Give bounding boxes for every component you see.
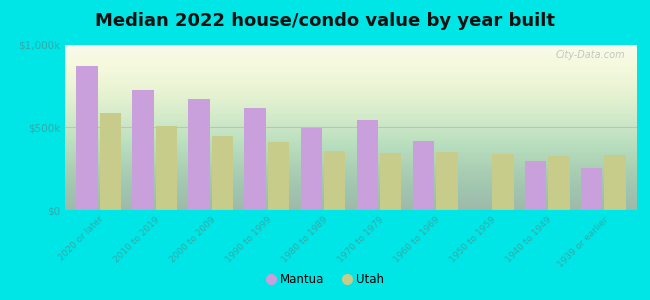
Bar bbox=[357, 120, 378, 210]
Bar bbox=[604, 155, 626, 210]
Bar bbox=[188, 99, 210, 210]
Bar bbox=[268, 142, 289, 210]
Bar bbox=[492, 154, 514, 210]
Bar bbox=[324, 151, 345, 210]
Bar bbox=[99, 113, 121, 210]
Text: City-Data.com: City-Data.com bbox=[556, 50, 625, 60]
Bar bbox=[300, 128, 322, 210]
Bar bbox=[156, 126, 177, 210]
Bar bbox=[212, 136, 233, 210]
Text: Median 2022 house/condo value by year built: Median 2022 house/condo value by year bu… bbox=[95, 12, 555, 30]
Bar bbox=[413, 141, 434, 210]
Legend: Mantua, Utah: Mantua, Utah bbox=[261, 269, 389, 291]
Bar bbox=[76, 66, 98, 210]
Bar bbox=[244, 108, 266, 210]
Bar bbox=[581, 168, 603, 210]
Bar bbox=[133, 89, 153, 210]
Bar bbox=[549, 155, 569, 210]
Bar bbox=[525, 160, 546, 210]
Bar bbox=[380, 153, 402, 210]
Bar bbox=[436, 152, 458, 210]
